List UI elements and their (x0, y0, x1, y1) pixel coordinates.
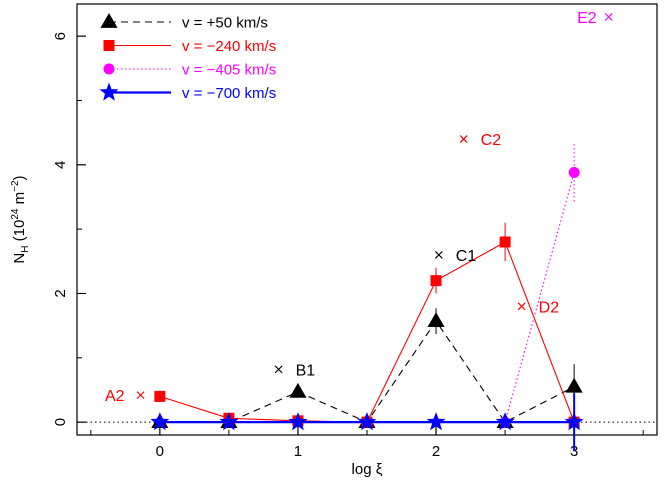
x-axis-title: log ξ (352, 461, 383, 478)
annotation-label: C1 (456, 248, 477, 265)
data-point (430, 275, 442, 287)
legend-marker (103, 63, 115, 75)
series-1 (154, 222, 580, 428)
y-axis-title-unit-mid: m (11, 192, 28, 209)
legend-item: v = +50 km/s (100, 13, 268, 32)
y-tick-label: 4 (52, 161, 69, 169)
annotation-c1: C1 (434, 248, 477, 265)
series-3 (150, 393, 584, 452)
annotation-c2: C2 (459, 132, 502, 149)
annotation-a2: A2 (105, 388, 145, 405)
y-axis-title: NH (1024 m−2) (10, 175, 31, 263)
data-point (150, 412, 170, 431)
legend-label: v = −405 km/s (182, 62, 276, 79)
legend-marker (103, 40, 115, 51)
svg-text:NH (1024 m−2): NH (1024 m−2) (10, 175, 31, 263)
legend-label: v = −240 km/s (182, 38, 276, 55)
legend-marker (100, 13, 118, 28)
data-point (495, 412, 515, 431)
data-point (288, 412, 308, 431)
data-point (357, 412, 377, 431)
y-axis-title-unit-pre: (10 (11, 220, 28, 246)
annotation-label: C2 (481, 132, 502, 149)
legend-label: v = +50 km/s (182, 15, 268, 32)
y-axis-title-sub: H (20, 245, 31, 252)
data-point (499, 236, 511, 248)
legend-item: v = −405 km/s (103, 62, 276, 79)
legend-item: v = −240 km/s (103, 38, 276, 55)
annotation-cross (459, 135, 468, 144)
legend-item: v = −700 km/s (99, 82, 276, 102)
annotation-label: B1 (296, 362, 316, 379)
data-point (565, 377, 583, 393)
y-tick-label: 2 (52, 289, 69, 297)
annotation-d2: D2 (517, 299, 560, 316)
y-tick-label: 6 (52, 32, 69, 40)
data-point (219, 412, 239, 431)
y-tick-label: 0 (52, 418, 69, 426)
annotation-cross (434, 250, 443, 259)
annotation-cross (136, 391, 145, 400)
x-tick-label: 1 (294, 443, 302, 460)
series-line (159, 320, 575, 423)
annotation-cross (604, 12, 613, 21)
x-tick-label: 2 (432, 443, 440, 460)
data-point (426, 412, 446, 431)
data-point (568, 167, 580, 179)
legend: v = +50 km/s v = −240 km/s v = −405 km/s v … (99, 13, 276, 102)
annotation-label: E2 (577, 10, 597, 27)
data-point (154, 390, 166, 402)
y-axis-title-unit-post: ) (11, 175, 28, 180)
annotation-b1: B1 (274, 362, 316, 379)
x-tick-label: 0 (156, 443, 164, 460)
plot-frame (76, 3, 658, 436)
annotation-label: D2 (539, 299, 560, 316)
series-0 (151, 308, 583, 428)
series-line (504, 172, 575, 423)
legend-label: v = −700 km/s (182, 85, 276, 102)
x-tick-label: 3 (570, 443, 578, 460)
data-point (564, 412, 584, 431)
annotation-cross (517, 302, 526, 311)
data-point (427, 312, 445, 327)
data-point (289, 382, 307, 398)
annotation-label: A2 (105, 388, 125, 405)
y-axis-title-main: N (11, 253, 28, 264)
y-axis-title-exp2: −2 (10, 180, 21, 192)
annotation-e2: E2 (577, 10, 613, 27)
legend-marker (99, 82, 119, 101)
y-axis-title-exp1: 24 (10, 208, 21, 220)
series-2 (499, 143, 580, 428)
annotation-cross (274, 365, 283, 374)
series-line (159, 241, 575, 423)
